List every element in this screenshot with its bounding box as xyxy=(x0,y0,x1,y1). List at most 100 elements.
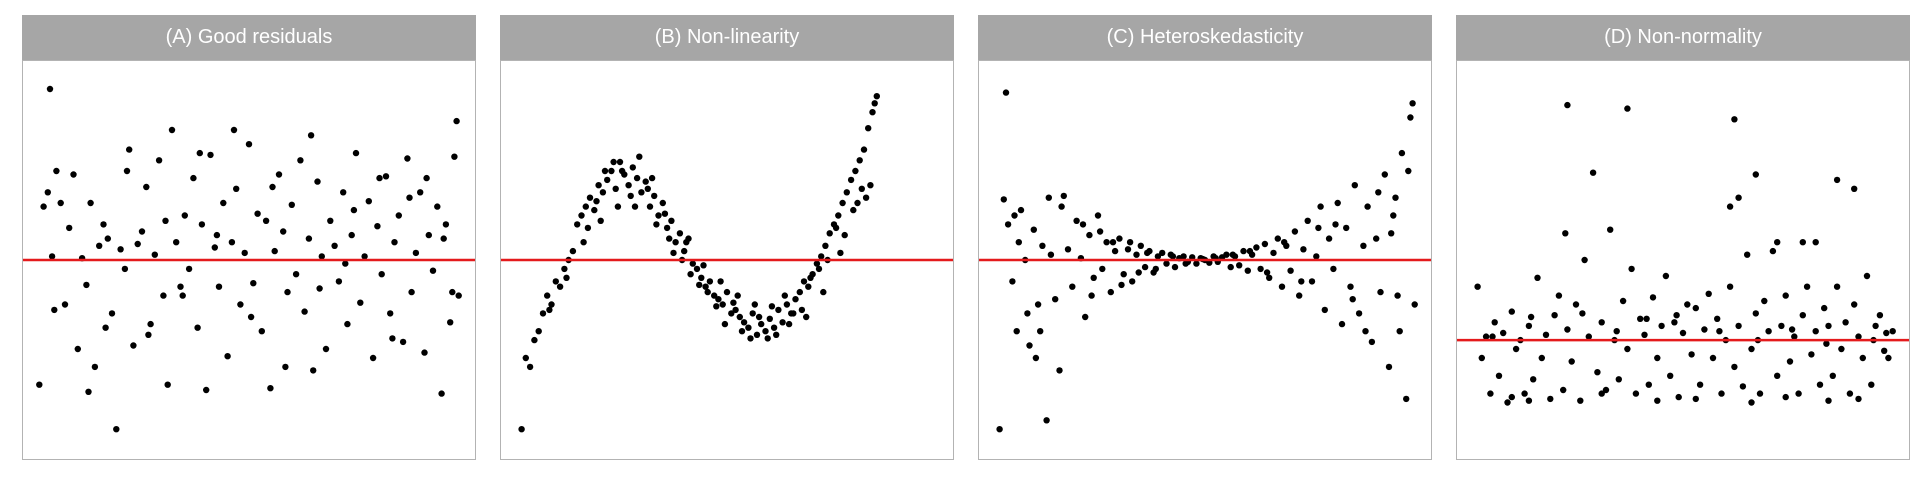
residual-point xyxy=(258,328,265,335)
residual-point xyxy=(447,319,454,326)
residual-point xyxy=(1645,381,1652,388)
residual-point xyxy=(556,283,564,290)
residual-point xyxy=(612,185,619,192)
panel-good-residuals: (A) Good residuals xyxy=(22,15,476,460)
residual-point xyxy=(608,167,615,175)
residual-point xyxy=(453,117,460,125)
residual-point xyxy=(1126,239,1134,246)
residual-point xyxy=(1619,297,1627,305)
panel-title: (B) Non-linearity xyxy=(500,15,954,60)
residual-point xyxy=(1409,100,1416,107)
panel-title: (D) Non-normality xyxy=(1456,15,1910,60)
residual-point xyxy=(1786,358,1794,365)
residual-point xyxy=(310,367,317,374)
residual-point xyxy=(1748,345,1755,353)
residual-point xyxy=(389,335,396,342)
residual-point xyxy=(1317,203,1324,210)
residual-point xyxy=(117,246,124,253)
residual-point xyxy=(196,149,203,157)
residual-point xyxy=(522,354,529,362)
residual-point xyxy=(190,174,197,182)
residual-point xyxy=(1381,171,1388,178)
residual-point xyxy=(1304,217,1311,224)
residual-point xyxy=(633,174,641,182)
residual-point xyxy=(1296,292,1303,299)
residual-point xyxy=(237,301,244,308)
residual-point xyxy=(1171,263,1179,271)
residual-point xyxy=(563,274,570,281)
residual-point xyxy=(805,283,812,290)
residual-point xyxy=(1373,235,1380,242)
residual-point xyxy=(569,247,577,255)
residual-point xyxy=(335,278,343,285)
residual-point xyxy=(1013,328,1020,335)
residual-point xyxy=(247,313,255,321)
residual-point xyxy=(1585,333,1592,340)
residual-point xyxy=(753,331,761,338)
residual-point xyxy=(1229,251,1236,258)
panel-heteroskedasticity: (C) Heteroskedasticity xyxy=(978,15,1432,460)
residual-point xyxy=(1163,260,1170,267)
residual-point xyxy=(147,320,154,328)
residual-point xyxy=(1803,283,1811,290)
residual-point xyxy=(1696,381,1704,388)
residual-point xyxy=(1562,230,1569,237)
residual-point xyxy=(1714,315,1721,322)
residual-point xyxy=(1349,296,1356,303)
residual-point xyxy=(1782,292,1789,299)
residual-point xyxy=(850,206,857,214)
residual-point xyxy=(852,167,859,175)
residual-point xyxy=(1011,212,1018,219)
residual-point xyxy=(601,167,609,175)
residual-point xyxy=(1716,328,1723,335)
residual-point xyxy=(1769,247,1777,255)
residual-point xyxy=(869,109,876,116)
residual-point xyxy=(1692,304,1699,312)
residual-point xyxy=(764,335,771,342)
residual-point xyxy=(1598,319,1605,326)
residual-point xyxy=(1227,263,1234,271)
residual-point xyxy=(1602,386,1610,394)
residual-point xyxy=(245,141,253,148)
residual-point xyxy=(1671,319,1678,326)
residual-point xyxy=(1263,269,1271,276)
residual-point xyxy=(74,345,81,353)
residual-point xyxy=(1889,328,1896,335)
residual-point xyxy=(663,224,671,232)
residual-point xyxy=(700,262,707,269)
residual-point xyxy=(719,301,726,308)
residual-point xyxy=(224,353,231,360)
residual-point xyxy=(1135,269,1142,276)
residual-point xyxy=(858,185,865,192)
plot-area xyxy=(500,60,954,460)
residual-point xyxy=(1885,354,1892,362)
residual-point xyxy=(1607,226,1614,233)
residual-point xyxy=(1881,347,1888,354)
residual-point xyxy=(228,239,236,246)
residual-point xyxy=(820,288,827,296)
residual-point xyxy=(856,157,863,164)
residual-point xyxy=(271,247,278,255)
residual-point xyxy=(53,167,60,175)
residual-point xyxy=(1052,296,1059,303)
residual-point xyxy=(1034,301,1042,308)
residual-point xyxy=(340,189,347,196)
residual-point xyxy=(1495,372,1503,379)
residual-point xyxy=(374,223,381,230)
residual-point xyxy=(215,283,223,290)
residual-point xyxy=(610,158,617,166)
residual-point xyxy=(1182,260,1189,267)
residual-point xyxy=(1002,89,1010,96)
residual-point xyxy=(996,426,1003,433)
residual-point xyxy=(318,253,325,260)
residual-point xyxy=(123,167,131,175)
residual-point xyxy=(307,132,315,139)
residual-point xyxy=(1521,390,1528,397)
residual-point xyxy=(230,126,238,134)
residual-point xyxy=(651,192,658,200)
residual-point xyxy=(768,303,776,310)
residual-point xyxy=(391,239,398,246)
residual-point xyxy=(301,308,308,315)
residual-point xyxy=(1594,369,1601,376)
residual-point xyxy=(1045,194,1052,201)
